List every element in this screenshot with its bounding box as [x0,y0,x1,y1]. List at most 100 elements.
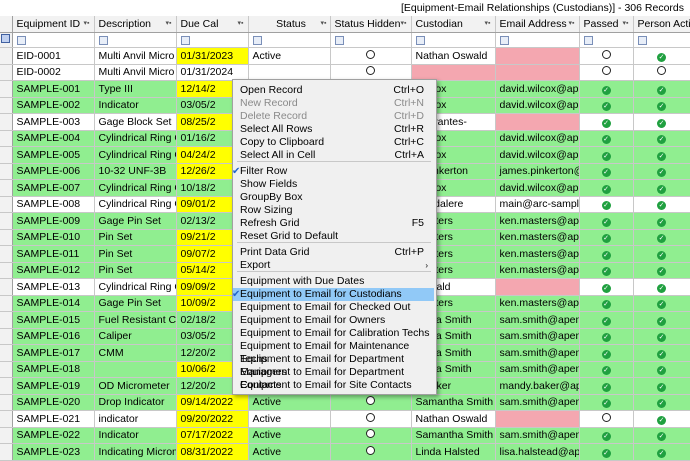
row-selector[interactable] [0,262,13,279]
cell-passed[interactable]: ✓ [579,229,634,246]
cell-due-cal[interactable]: 02/13/2 [176,212,249,230]
filter-operator-icon[interactable] [637,35,647,45]
cell-person-active[interactable]: ✓ [633,262,690,279]
row-selector[interactable] [0,328,13,345]
cell-equipment-id[interactable]: SAMPLE-021 [12,410,95,428]
cell-status-hidden[interactable] [330,64,412,81]
cell-description[interactable]: Caliper [94,328,177,345]
col-header-person-active[interactable]: Person Active [633,16,690,33]
cell-person-active[interactable]: ✓ [633,410,690,428]
menu-item-open-record[interactable]: Open Record Ctrl+O [233,84,434,97]
column-filter-icon[interactable]: ▾▪ [320,20,327,27]
cell-person-active[interactable]: ✓ [633,311,690,329]
menu-item-equipment-to-email-for-owners[interactable]: Equipment to Email for Owners [233,314,434,327]
cell-passed[interactable]: ✓ [579,344,634,362]
cell-person-active[interactable]: ✓ [633,443,690,461]
cell-email-address[interactable]: ken.masters@ape [495,295,580,312]
cell-email-address[interactable]: david.wilcox@ape [495,130,580,147]
cell-description[interactable]: Pin Set [94,229,177,246]
filter-operator-icon[interactable] [98,35,108,45]
menu-item-print-data-grid[interactable]: Print Data Grid Ctrl+P [233,246,434,259]
cell-description[interactable]: Cylindrical Ring G [94,179,177,197]
cell-person-active[interactable]: ✓ [633,361,690,378]
cell-custodian[interactable]: Nathan Oswald [411,410,496,428]
cell-due-cal[interactable]: 09/20/2022 [176,410,249,428]
col-header-status-hidden[interactable]: Status Hidden ▾▪ [330,16,412,33]
cell-email-address[interactable]: sam.smith@apen [495,344,580,362]
cell-email-address[interactable] [495,47,580,65]
col-header-passed[interactable]: Passed ▾▪ [579,16,634,33]
cell-equipment-id[interactable]: SAMPLE-009 [12,212,95,230]
cell-email-address[interactable] [495,64,580,81]
cell-due-cal[interactable]: 12/20/2 [176,377,249,395]
cell-passed[interactable]: ✓ [579,328,634,345]
cell-passed[interactable] [579,47,634,65]
cell-equipment-id[interactable]: SAMPLE-005 [12,146,95,164]
col-header-equipment-id[interactable]: Equipment ID ▾▪ [12,16,95,33]
filter-operator-icon[interactable] [16,35,26,45]
menu-item-delete-record[interactable]: Delete Record Ctrl+D [233,110,434,123]
col-header-description[interactable]: Description ▾▪ [94,16,177,33]
cell-passed[interactable]: ✓ [579,80,634,98]
cell-equipment-id[interactable]: SAMPLE-007 [12,179,95,197]
cell-person-active[interactable]: ✓ [633,97,690,114]
cell-status[interactable]: Active [248,427,331,444]
cell-due-cal[interactable]: 10/09/2 [176,295,249,312]
cell-passed[interactable]: ✓ [579,278,634,296]
cell-person-active[interactable]: ✓ [633,278,690,296]
cell-equipment-id[interactable]: SAMPLE-018 [12,361,95,378]
cell-due-cal[interactable]: 09/07/2 [176,245,249,263]
cell-person-active[interactable]: ✓ [633,245,690,263]
menu-item-equipment-with-due-dates[interactable]: Equipment with Due Dates [233,275,434,288]
row-selector[interactable] [0,212,13,230]
filter-row-corner[interactable] [0,32,13,48]
table-row[interactable]: EID-0002 Multi Anvil Micro 01/31/2024 [0,64,690,81]
table-row[interactable]: SAMPLE-020 Drop Indicator 09/14/2022 Active… [0,394,690,411]
cell-equipment-id[interactable]: SAMPLE-017 [12,344,95,362]
cell-due-cal[interactable]: 12/14/2 [176,80,249,98]
cell-status[interactable]: Active [248,410,331,428]
cell-equipment-id[interactable]: SAMPLE-003 [12,113,95,131]
cell-person-active[interactable]: ✓ [633,196,690,213]
cell-description[interactable]: Gage Block Set [94,113,177,131]
cell-due-cal[interactable]: 01/31/2023 [176,47,249,65]
row-selector[interactable] [0,113,13,131]
menu-item-export[interactable]: Export › [233,259,434,272]
table-row[interactable]: EID-0001 Multi Anvil Micro 01/31/2023 Activ… [0,47,690,65]
cell-equipment-id[interactable]: SAMPLE-016 [12,328,95,345]
cell-equipment-id[interactable]: SAMPLE-014 [12,295,95,312]
cell-due-cal[interactable]: 09/14/2022 [176,394,249,411]
cell-description[interactable]: Indicator [94,97,177,114]
cell-due-cal[interactable]: 09/01/2 [176,196,249,213]
filter-operator-icon[interactable] [499,35,509,45]
filter-cell[interactable] [248,32,331,48]
column-filter-icon[interactable]: ▾▪ [484,20,491,27]
row-selector[interactable] [0,278,13,296]
cell-description[interactable]: Fuel Resistant Co [94,311,177,329]
cell-email-address[interactable]: sam.smith@apen [495,361,580,378]
menu-item-refresh-grid[interactable]: Refresh Grid F5 [233,217,434,230]
cell-due-cal[interactable]: 07/17/2022 [176,427,249,444]
menu-item-row-sizing[interactable]: Row Sizing [233,204,434,217]
cell-description[interactable]: Pin Set [94,262,177,279]
cell-description[interactable]: CMM [94,344,177,362]
cell-email-address[interactable]: david.wilcox@ape [495,179,580,197]
filter-cell[interactable] [94,32,177,48]
cell-email-address[interactable]: sam.smith@apen [495,311,580,329]
cell-equipment-id[interactable]: SAMPLE-015 [12,311,95,329]
cell-equipment-id[interactable]: SAMPLE-001 [12,80,95,98]
cell-email-address[interactable] [495,410,580,428]
column-filter-icon[interactable]: ▾▪ [400,20,407,27]
cell-person-active[interactable]: ✓ [633,229,690,246]
cell-person-active[interactable]: ✓ [633,146,690,164]
menu-item-new-record[interactable]: New Record Ctrl+N [233,97,434,110]
cell-email-address[interactable]: ken.masters@ape [495,229,580,246]
cell-person-active[interactable]: ✓ [633,427,690,444]
menu-item-select-all-rows[interactable]: Select All Rows Ctrl+R [233,123,434,136]
cell-equipment-id[interactable]: SAMPLE-013 [12,278,95,296]
cell-status[interactable]: Active [248,394,331,411]
cell-due-cal[interactable]: 08/25/2 [176,113,249,131]
cell-description[interactable]: Cylindrical Ring G [94,146,177,164]
row-selector[interactable] [0,146,13,164]
cell-passed[interactable]: ✓ [579,212,634,230]
